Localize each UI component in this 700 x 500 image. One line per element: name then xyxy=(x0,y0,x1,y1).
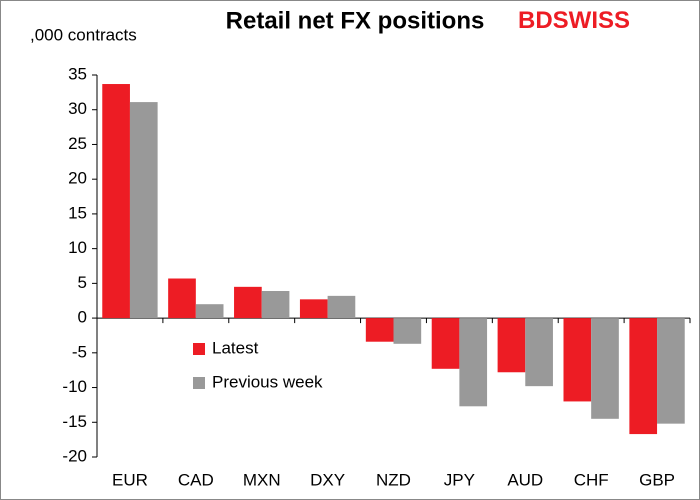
y-axis-label: ,000 contracts xyxy=(30,25,137,44)
legend-label: Previous week xyxy=(212,372,323,391)
y-tick-label: -5 xyxy=(72,342,87,361)
logo-right: SWISS xyxy=(553,7,630,34)
x-tick-label: EUR xyxy=(112,470,148,489)
y-tick-label: 15 xyxy=(68,203,87,222)
y-tick-label: 10 xyxy=(68,238,87,257)
y-tick-label: 5 xyxy=(78,273,87,292)
y-tick-label: 25 xyxy=(68,134,87,153)
y-tick-label: 0 xyxy=(78,308,87,327)
bar xyxy=(299,299,328,319)
x-tick-label: NZD xyxy=(376,470,411,489)
bar xyxy=(393,318,422,344)
bar xyxy=(563,318,592,402)
bar xyxy=(591,318,619,419)
bar xyxy=(195,304,224,319)
bar xyxy=(365,318,394,342)
chart-title: Retail net FX positions xyxy=(226,7,485,34)
y-tick-label: -20 xyxy=(62,446,87,465)
bar xyxy=(525,318,553,387)
legend-label: Latest xyxy=(212,338,259,357)
y-tick-label: -15 xyxy=(62,412,87,431)
y-tick-label: -10 xyxy=(62,377,87,396)
bar xyxy=(102,84,130,319)
legend-swatch xyxy=(193,343,205,355)
bar xyxy=(657,318,685,424)
bar xyxy=(459,318,488,407)
x-tick-label: CHF xyxy=(574,470,609,489)
y-tick-label: 30 xyxy=(68,99,87,118)
logo-left: BD xyxy=(518,7,553,34)
bar xyxy=(327,295,356,319)
legend-swatch xyxy=(193,377,205,389)
bar xyxy=(234,286,262,319)
x-tick-label: DXY xyxy=(310,470,345,489)
logo: BDSWISS xyxy=(518,7,630,34)
x-tick-label: MXN xyxy=(243,470,281,489)
bar xyxy=(431,318,460,369)
x-tick-label: AUD xyxy=(507,470,543,489)
y-tick-label: 35 xyxy=(68,64,87,83)
bar xyxy=(629,318,658,435)
bar xyxy=(261,291,290,319)
bar xyxy=(129,102,158,319)
bar xyxy=(168,278,196,319)
x-tick-label: JPY xyxy=(444,470,475,489)
y-tick-label: 20 xyxy=(68,169,87,188)
x-tick-label: CAD xyxy=(178,470,214,489)
x-tick-label: GBP xyxy=(639,470,675,489)
bar xyxy=(497,318,526,373)
